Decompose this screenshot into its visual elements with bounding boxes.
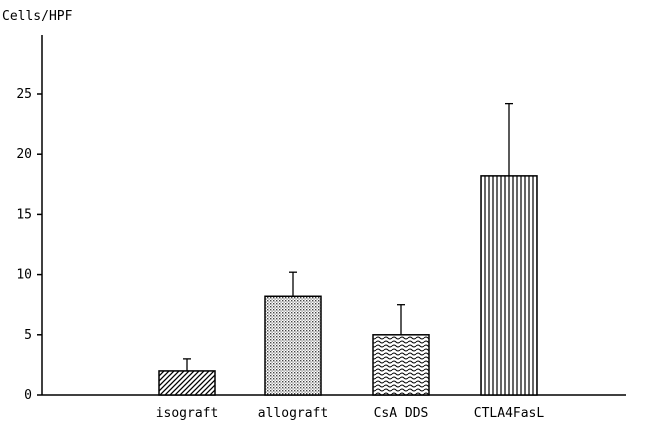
y-tick-label: 20	[16, 147, 32, 162]
y-tick-label: 5	[24, 328, 32, 343]
bar-allograft	[264, 295, 322, 396]
bar-isograft	[158, 370, 216, 396]
axes	[41, 35, 626, 396]
bar-ctla4fasl	[480, 175, 538, 396]
x-category-label: CTLA4FasL	[474, 406, 545, 421]
y-tick-label: 0	[24, 388, 32, 403]
y-tick-label: 15	[16, 207, 32, 222]
y-tick-label: 10	[16, 268, 32, 283]
x-category-label: isograft	[156, 406, 219, 421]
category-labels: isograft allograft CsA DDS CTLA4FasL	[156, 406, 545, 421]
error-bars	[183, 102, 513, 371]
y-tick-label: 25	[16, 87, 32, 102]
bar-csa-dds	[372, 334, 430, 396]
y-ticks: 0 5 10 15 20 25	[16, 87, 42, 403]
x-category-label: CsA DDS	[374, 406, 429, 421]
bars	[158, 175, 538, 396]
x-category-label: allograft	[258, 406, 328, 421]
y-axis-title: Cells/HPF	[2, 9, 73, 24]
